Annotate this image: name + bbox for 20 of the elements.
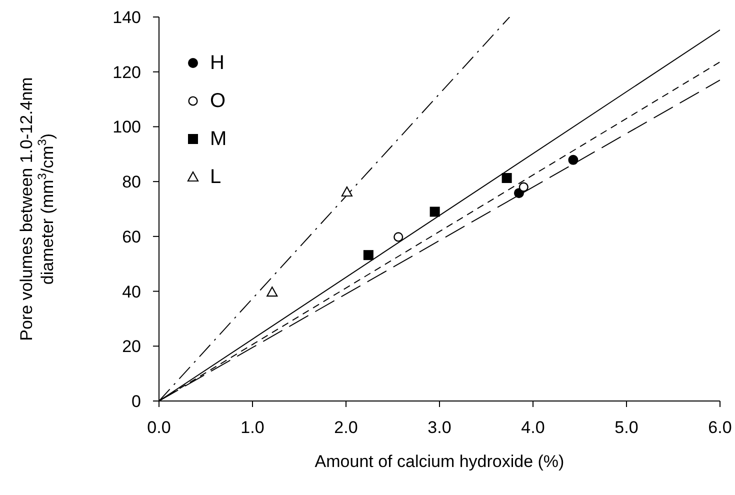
y-tick-label: 140 bbox=[112, 8, 141, 28]
legend-label: O bbox=[210, 90, 226, 112]
y-tick-label: 40 bbox=[122, 282, 141, 302]
x-tick-label: 1.0 bbox=[240, 418, 264, 438]
x-tick-label: 5.0 bbox=[614, 418, 638, 438]
y-tick-label: 60 bbox=[122, 227, 141, 246]
x-tick-label: 4.0 bbox=[521, 418, 545, 438]
y-tick-label: 20 bbox=[122, 337, 141, 356]
y-tick-label: 120 bbox=[112, 62, 141, 82]
legend-label: H bbox=[210, 52, 224, 74]
y-tick-label: 100 bbox=[112, 118, 141, 137]
legend-label: L bbox=[210, 166, 222, 188]
x-tick-label: 6.0 bbox=[708, 418, 732, 438]
x-tick-label: 0.0 bbox=[147, 418, 171, 438]
x-tick-label: 2.0 bbox=[334, 418, 358, 438]
legend-label: M bbox=[210, 128, 227, 150]
x-tick-label: 3.0 bbox=[428, 418, 452, 438]
y-tick-label: 0 bbox=[132, 392, 141, 412]
y-tick-label: 80 bbox=[122, 172, 141, 192]
x-axis-title: Amount of calcium hydroxide (%) bbox=[314, 452, 564, 471]
